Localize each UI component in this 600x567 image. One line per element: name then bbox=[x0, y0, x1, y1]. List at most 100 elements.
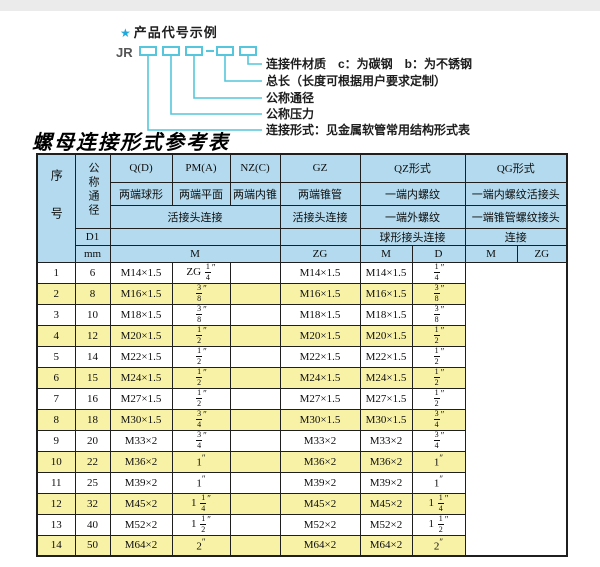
header-seq: 序号 bbox=[36, 153, 76, 263]
cell-qz-d: M45×2 bbox=[279, 492, 361, 515]
cell-qz-m bbox=[229, 492, 281, 515]
diagram-label-total-length: 总长（长度可根据用户要求定制） bbox=[266, 74, 447, 88]
cell-qz-m bbox=[229, 345, 281, 368]
cell-qz-m bbox=[229, 471, 281, 494]
header-qg-m: M bbox=[464, 244, 518, 263]
cell-qg-zg: 3 4 ″ bbox=[411, 429, 466, 452]
cell-seq: 11 bbox=[36, 471, 76, 494]
header-qz-m: M bbox=[359, 244, 413, 263]
cell-qz-m bbox=[229, 324, 281, 347]
table-row: 9 20 M33×2 3 4 ″ M33×2 M33×2 3 4 ″ bbox=[36, 429, 568, 452]
cell-thread-zg: 1 2 ″ bbox=[171, 366, 231, 389]
cell-qg-zg: 1″ bbox=[411, 471, 466, 494]
cell-qg-m: M33×2 bbox=[359, 429, 413, 452]
cell-qg-zg: 1 2 ″ bbox=[411, 345, 466, 368]
cell-qg-m: M52×2 bbox=[359, 513, 413, 536]
star-icon: ★ bbox=[120, 26, 132, 40]
cell-dn-mm: 10 bbox=[74, 303, 111, 326]
cell-thread-zg: 3 8 ″ bbox=[171, 282, 231, 305]
header-pma-desc: 两端平面 bbox=[171, 181, 231, 206]
cell-qz-d: M36×2 bbox=[279, 450, 361, 473]
cell-seq: 7 bbox=[36, 387, 76, 410]
cell-qz-m bbox=[229, 282, 281, 305]
header-qg-desc3: 连接 bbox=[464, 227, 568, 246]
cell-qg-zg: 3 8 ″ bbox=[411, 303, 466, 326]
table-body: 1 6 M14×1.5 ZG 1 4 ″ M14×1.5 M14×1.5 1 4 ″ 2 8 M16×1.… bbox=[36, 261, 568, 557]
header-d1-blank-gz bbox=[279, 227, 361, 246]
cell-thread-zg: 1″ bbox=[171, 450, 231, 473]
cell-qz-m bbox=[229, 513, 281, 536]
cell-dn-mm: 12 bbox=[74, 324, 111, 347]
cell-qz-d: M64×2 bbox=[279, 534, 361, 557]
diagram-heading: ★ 产品代号示例 bbox=[120, 22, 218, 41]
cell-seq: 13 bbox=[36, 513, 76, 536]
cell-thread-zg: 2″ bbox=[171, 534, 231, 557]
header-col-qg-group: QG形式 bbox=[464, 153, 568, 183]
connector-lines bbox=[147, 56, 262, 131]
header-thread-zg: ZG bbox=[279, 244, 361, 263]
diagram-label-material: 连接件材质 c：为碳钢 b：为不锈钢 bbox=[266, 57, 473, 71]
header-qg-desc1: 一端内螺纹活接头 bbox=[464, 181, 568, 206]
cell-thread-zg: 1″ bbox=[171, 471, 231, 494]
cell-qz-d: M33×2 bbox=[279, 429, 361, 452]
product-code-diagram: ★ 产品代号示例 JR 连接件材质 c：为碳钢 b：为不锈钢 总长（长度可根据用户… bbox=[0, 0, 600, 152]
cell-qz-m bbox=[229, 450, 281, 473]
cell-qg-zg: 1 2 ″ bbox=[411, 324, 466, 347]
cell-qz-d: M30×1.5 bbox=[279, 408, 361, 431]
cell-thread-m: M14×1.5 bbox=[109, 261, 173, 284]
cell-thread-m: M45×2 bbox=[109, 492, 173, 515]
cell-thread-zg: ZG 1 4 ″ bbox=[171, 261, 231, 284]
cell-qz-m bbox=[229, 429, 281, 452]
header-thread-m: M bbox=[109, 244, 281, 263]
header-col-qz-group: QZ形式 bbox=[359, 153, 466, 183]
code-box-connection-form bbox=[139, 46, 157, 56]
code-box-material bbox=[239, 46, 257, 56]
cell-qz-m bbox=[229, 534, 281, 557]
cell-thread-m: M52×2 bbox=[109, 513, 173, 536]
cell-qg-zg: 3 8 ″ bbox=[411, 282, 466, 305]
cell-qg-zg: 1 1 4 ″ bbox=[411, 492, 466, 515]
cell-qg-m: M16×1.5 bbox=[359, 282, 413, 305]
cell-qg-m: M27×1.5 bbox=[359, 387, 413, 410]
cell-qg-m: M20×1.5 bbox=[359, 324, 413, 347]
cell-dn-mm: 20 bbox=[74, 429, 111, 452]
header-gz-desc: 两端锥管 bbox=[279, 181, 361, 206]
diagram-label-connection-form: 连接形式：见金属软管常用结构形式表 bbox=[266, 123, 471, 137]
cell-qg-zg: 1″ bbox=[411, 450, 466, 473]
cell-seq: 12 bbox=[36, 492, 76, 515]
cell-thread-m: M33×2 bbox=[109, 429, 173, 452]
cell-dn-mm: 40 bbox=[74, 513, 111, 536]
cell-qz-d: M14×1.5 bbox=[279, 261, 361, 284]
header-col-qd: Q(D) bbox=[109, 153, 173, 183]
cell-seq: 14 bbox=[36, 534, 76, 557]
cell-qz-d: M22×1.5 bbox=[279, 345, 361, 368]
cell-thread-m: M22×1.5 bbox=[109, 345, 173, 368]
diagram-label-nominal-pressure: 公称压力 bbox=[266, 107, 315, 121]
cell-seq: 4 bbox=[36, 324, 76, 347]
header-qz-desc2: 一端外螺纹 bbox=[359, 204, 466, 229]
header-union-connection: 活接头连接 bbox=[109, 204, 281, 229]
cell-qg-zg: 1 2 ″ bbox=[411, 366, 466, 389]
code-dash bbox=[206, 50, 214, 52]
cell-qz-d: M39×2 bbox=[279, 471, 361, 494]
cell-qg-m: M45×2 bbox=[359, 492, 413, 515]
cell-thread-m: M30×1.5 bbox=[109, 408, 173, 431]
table-row: 1 6 M14×1.5 ZG 1 4 ″ M14×1.5 M14×1.5 1 4 ″ bbox=[36, 261, 568, 284]
header-d1: D1 bbox=[74, 227, 111, 246]
cell-seq: 3 bbox=[36, 303, 76, 326]
cell-qg-zg: 3 4 ″ bbox=[411, 408, 466, 431]
cell-thread-zg: 1 2 ″ bbox=[171, 345, 231, 368]
header-qg-desc2: 一端锥管螺纹接头 bbox=[464, 204, 568, 229]
table-row: 5 14 M22×1.5 1 2 ″ M22×1.5 M22×1.5 1 2 ″ bbox=[36, 345, 568, 368]
cell-qg-m: M24×1.5 bbox=[359, 366, 413, 389]
cell-qz-d: M52×2 bbox=[279, 513, 361, 536]
cell-thread-m: M18×1.5 bbox=[109, 303, 173, 326]
header-d1-blank-left bbox=[109, 227, 281, 246]
cell-seq: 8 bbox=[36, 408, 76, 431]
header-col-gz: GZ bbox=[279, 153, 361, 183]
cell-dn-mm: 8 bbox=[74, 282, 111, 305]
table-row: 12 32 M45×2 1 1 4 ″ M45×2 M45×2 1 1 4 ″ bbox=[36, 492, 568, 515]
header-gz-union-connection: 活接头连接 bbox=[279, 204, 361, 229]
cell-dn-mm: 6 bbox=[74, 261, 111, 284]
table-row: 14 50 M64×2 2″ M64×2 M64×2 2″ bbox=[36, 534, 568, 557]
